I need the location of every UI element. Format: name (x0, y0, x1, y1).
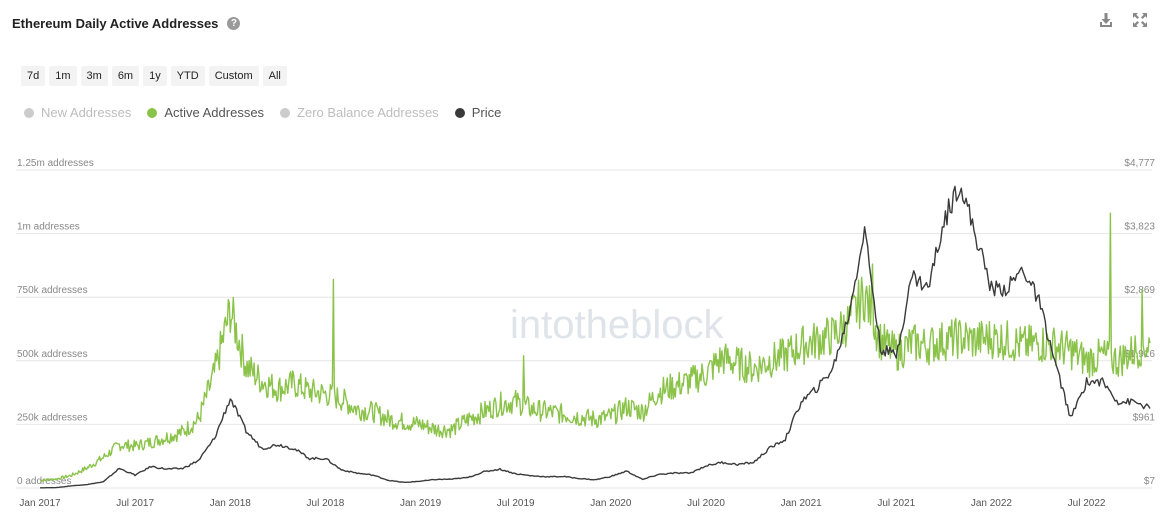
legend-label: Zero Balance Addresses (297, 105, 439, 120)
y-left-tick-label: 1m addresses (17, 222, 80, 233)
x-tick-label: Jan 2019 (400, 498, 442, 509)
legend-dot (24, 107, 34, 118)
y-right-tick-label: $3,823 (1124, 222, 1155, 233)
legend-item-new-addresses[interactable]: New Addresses (24, 105, 131, 120)
y-left-tick-label: 750k addresses (17, 285, 88, 296)
chart-series (39, 185, 1151, 489)
fullscreen-icon[interactable] (1132, 12, 1148, 28)
time-range-selector: 7d 1m 3m 6m 1y YTD Custom All (21, 66, 287, 86)
y-axis-right: $7 $961 $1,916 $2,869 $3,823 $4,777 (1124, 158, 1155, 487)
x-tick-label: Jul 2018 (307, 498, 345, 509)
y-left-tick-label: 250k addresses (17, 412, 88, 423)
x-tick-label: Jan 2018 (210, 498, 252, 509)
chart-header: Ethereum Daily Active Addresses ? (12, 12, 241, 34)
active-addresses-line[interactable] (39, 212, 1151, 482)
x-tick-label: Jul 2020 (687, 498, 725, 509)
help-icon[interactable]: ? (227, 16, 241, 30)
legend-dot (454, 107, 465, 118)
legend-label: Price (471, 105, 502, 120)
x-tick-label: Jul 2017 (116, 498, 154, 509)
x-tick-label: Jan 2021 (781, 498, 823, 509)
y-axis-left: 0 addresses 250k addresses 500k addresses 7… (17, 158, 94, 487)
legend-dot (280, 107, 291, 118)
chart-grid (16, 169, 1152, 489)
x-axis: Jan 2017 Jul 2017 Jan 2018 Jul 2018 Jan 2019… (19, 498, 1105, 509)
watermark-text: intotheblock (510, 303, 724, 347)
range-7d-button[interactable]: 7d (21, 66, 46, 86)
y-left-tick-label: 1.25m addresses (17, 158, 94, 169)
x-tick-label: Jul 2022 (1068, 498, 1106, 509)
range-6m-button[interactable]: 6m (111, 66, 140, 86)
chart-tools (1098, 12, 1148, 28)
x-tick-label: Jan 2017 (19, 498, 61, 509)
x-tick-label: Jul 2019 (497, 498, 535, 509)
legend-label: Active Addresses (164, 105, 265, 120)
legend-label: New Addresses (41, 105, 132, 120)
range-3m-button[interactable]: 3m (80, 66, 108, 86)
legend-item-active-addresses[interactable]: Active Addresses (147, 105, 264, 120)
legend-item-price[interactable]: Price (454, 105, 502, 120)
x-tick-label: Jan 2020 (590, 498, 632, 509)
download-icon[interactable] (1098, 12, 1114, 28)
y-left-tick-label: 500k addresses (17, 349, 88, 360)
legend-dot (147, 107, 158, 118)
page-title: Ethereum Daily Active Addresses (12, 15, 219, 31)
y-right-tick-label: $1,916 (1124, 349, 1155, 360)
range-ytd-button[interactable]: YTD (170, 66, 205, 86)
y-right-tick-label: $2,869 (1124, 285, 1155, 296)
range-1m-button[interactable]: 1m (49, 66, 77, 86)
price-line[interactable] (40, 185, 1151, 489)
range-custom-button[interactable]: Custom (208, 66, 259, 86)
y-right-tick-label: $4,777 (1124, 158, 1155, 169)
range-all-button[interactable]: All (262, 66, 287, 86)
y-right-tick-label: $7 (1144, 476, 1156, 487)
x-tick-label: Jul 2021 (877, 498, 915, 509)
range-1y-button[interactable]: 1y (143, 66, 167, 86)
legend-item-zero-balance-addresses[interactable]: Zero Balance Addresses (280, 105, 439, 120)
y-right-tick-label: $961 (1133, 412, 1156, 423)
chart-legend: New Addresses Active Addresses Zero Bala… (24, 105, 501, 120)
x-tick-label: Jan 2022 (971, 498, 1013, 509)
y-left-tick-label: 0 addresses (17, 476, 71, 487)
